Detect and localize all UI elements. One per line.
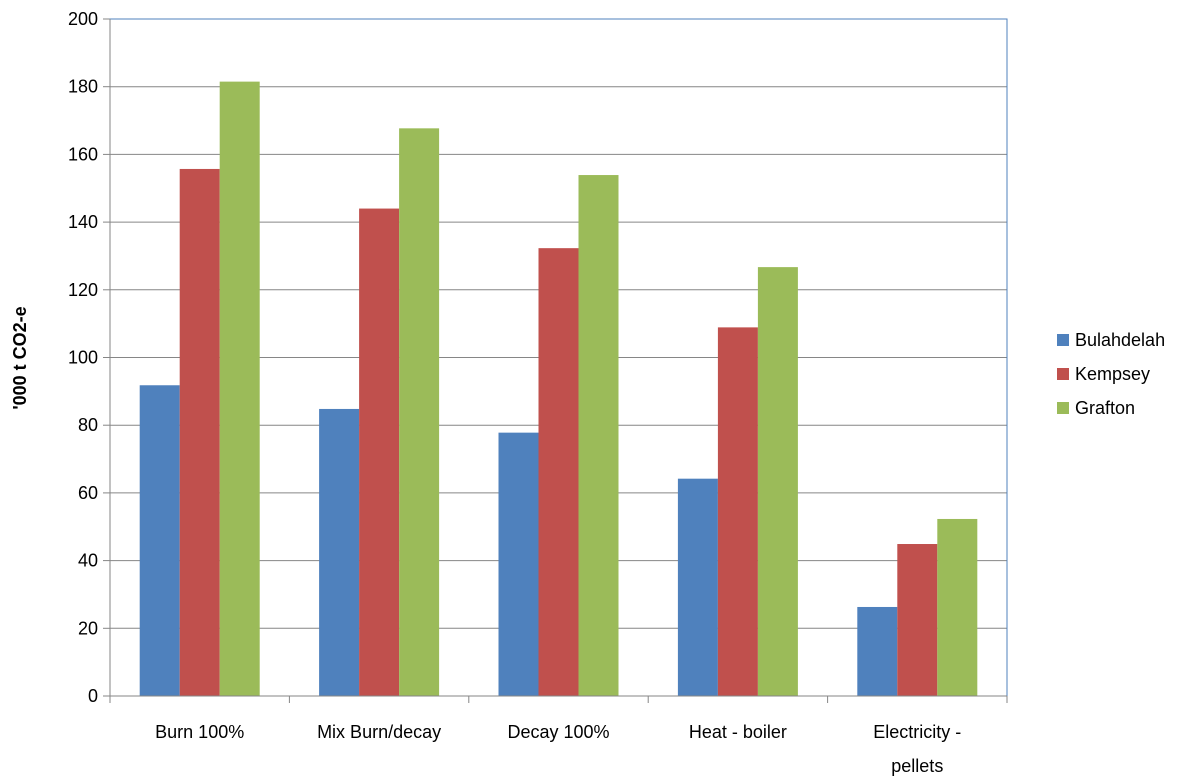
bar-kempsey [179,168,220,696]
bar-kempsey [359,208,400,696]
axes [109,18,1008,703]
bar-bulahdelah [857,606,898,696]
bar-kempsey [538,248,579,697]
bars [139,81,978,697]
y-tick-label: 180 [68,77,98,97]
y-tick-label: 100 [68,348,98,368]
category-label: Decay 100% [507,722,609,742]
legend-swatch-kempsey [1057,368,1069,380]
y-tick-label: 0 [88,686,98,706]
y-tick-label: 140 [68,212,98,232]
bar-bulahdelah [319,408,360,696]
y-tick-label: 80 [78,415,98,435]
category-label: pellets [891,756,943,776]
y-tick-label: 160 [68,144,98,164]
bar-grafton [578,175,619,697]
bar-kempsey [897,544,938,696]
category-labels: Burn 100% Mix Burn/decay Decay 100% Heat - … [155,722,961,776]
y-tick-label: 20 [78,618,98,638]
bar-grafton [757,267,798,696]
legend-label: Bulahdelah [1075,330,1165,350]
y-axis-title: '000 t CO2-e [10,306,30,409]
bar-grafton [219,81,260,696]
bar-bulahdelah [139,385,180,696]
bar-bulahdelah [677,478,718,696]
legend-swatch-bulahdelah [1057,334,1069,346]
bar-grafton [399,128,440,696]
legend: Bulahdelah Kempsey Grafton [1057,330,1165,418]
bar-kempsey [717,327,758,696]
y-tick-label: 200 [68,9,98,29]
legend-label: Grafton [1075,398,1135,418]
category-label: Electricity - [873,722,961,742]
category-label: Burn 100% [155,722,244,742]
y-tick-label: 40 [78,551,98,571]
legend-swatch-grafton [1057,402,1069,414]
y-tick-labels: 0 20 40 60 80 100 120 140 160 180 200 [68,9,98,706]
bar-grafton [937,518,978,696]
bar-bulahdelah [498,432,539,696]
category-label: Heat - boiler [689,722,787,742]
y-tick-label: 120 [68,280,98,300]
legend-label: Kempsey [1075,364,1150,384]
category-label: Mix Burn/decay [317,722,441,742]
y-tick-label: 60 [78,483,98,503]
